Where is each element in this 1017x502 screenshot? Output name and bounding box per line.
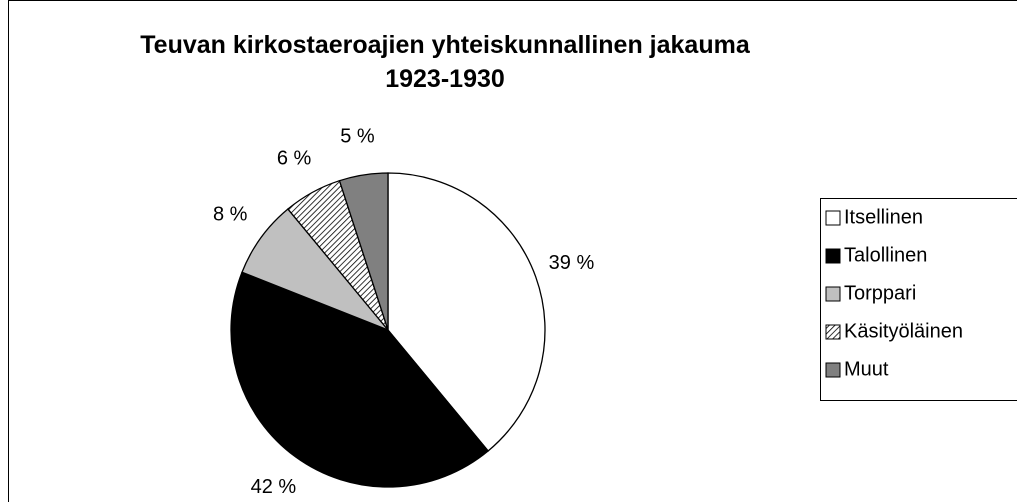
data-label: 8 %: [213, 204, 248, 226]
legend-label: Torppari: [844, 282, 916, 304]
pie-slice: [230, 271, 489, 488]
legend-label: Talollinen: [844, 244, 927, 266]
legend-label: Muut: [844, 358, 889, 380]
legend-box: [820, 198, 1017, 401]
legend-label: Käsityöläinen: [844, 320, 963, 342]
data-label: 5 %: [340, 126, 375, 148]
data-label: 6 %: [277, 147, 312, 169]
pie-slice: [387, 172, 546, 452]
legend-swatch: [825, 248, 841, 264]
pie-slice: [338, 172, 389, 331]
legend-swatch: [825, 210, 841, 226]
chart-title: Teuvan kirkostaeroajien yhteiskunnalline…: [140, 31, 750, 93]
data-label: 39 %: [549, 252, 595, 274]
data-label: 42 %: [251, 476, 297, 498]
legend-swatch: [825, 324, 841, 340]
legend-swatch: [825, 362, 841, 378]
chart-frame: [8, 0, 1017, 502]
legend-label: Itsellinen: [844, 206, 923, 228]
legend-swatch: [825, 286, 841, 302]
